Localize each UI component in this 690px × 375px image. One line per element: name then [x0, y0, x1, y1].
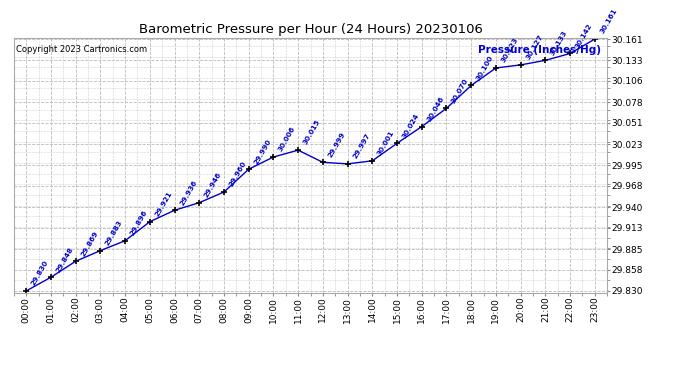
Text: 30.006: 30.006: [277, 126, 297, 153]
Text: 30.161: 30.161: [599, 8, 618, 35]
Text: 29.830: 29.830: [30, 260, 50, 287]
Text: 30.001: 30.001: [377, 130, 395, 157]
Text: 29.999: 29.999: [327, 131, 346, 158]
Text: 29.896: 29.896: [129, 209, 148, 237]
Text: 29.990: 29.990: [253, 138, 272, 165]
Text: 30.127: 30.127: [525, 34, 544, 61]
Text: 29.869: 29.869: [80, 230, 99, 257]
Text: 30.123: 30.123: [500, 37, 519, 64]
Text: 30.142: 30.142: [574, 22, 593, 50]
Text: 30.100: 30.100: [475, 54, 495, 81]
Text: 29.997: 29.997: [352, 132, 371, 160]
Text: 29.848: 29.848: [55, 246, 75, 273]
Title: Barometric Pressure per Hour (24 Hours) 20230106: Barometric Pressure per Hour (24 Hours) …: [139, 23, 482, 36]
Text: Pressure (Inches/Hg): Pressure (Inches/Hg): [478, 45, 601, 55]
Text: Copyright 2023 Cartronics.com: Copyright 2023 Cartronics.com: [16, 45, 147, 54]
Text: 29.921: 29.921: [154, 190, 173, 217]
Text: 29.946: 29.946: [204, 171, 223, 198]
Text: 30.070: 30.070: [451, 77, 470, 104]
Text: 30.024: 30.024: [401, 112, 420, 139]
Text: 30.046: 30.046: [426, 95, 445, 122]
Text: 29.883: 29.883: [104, 219, 124, 246]
Text: 29.936: 29.936: [179, 179, 198, 206]
Text: 30.015: 30.015: [302, 119, 322, 146]
Text: 29.960: 29.960: [228, 160, 248, 188]
Text: 30.133: 30.133: [549, 29, 569, 56]
